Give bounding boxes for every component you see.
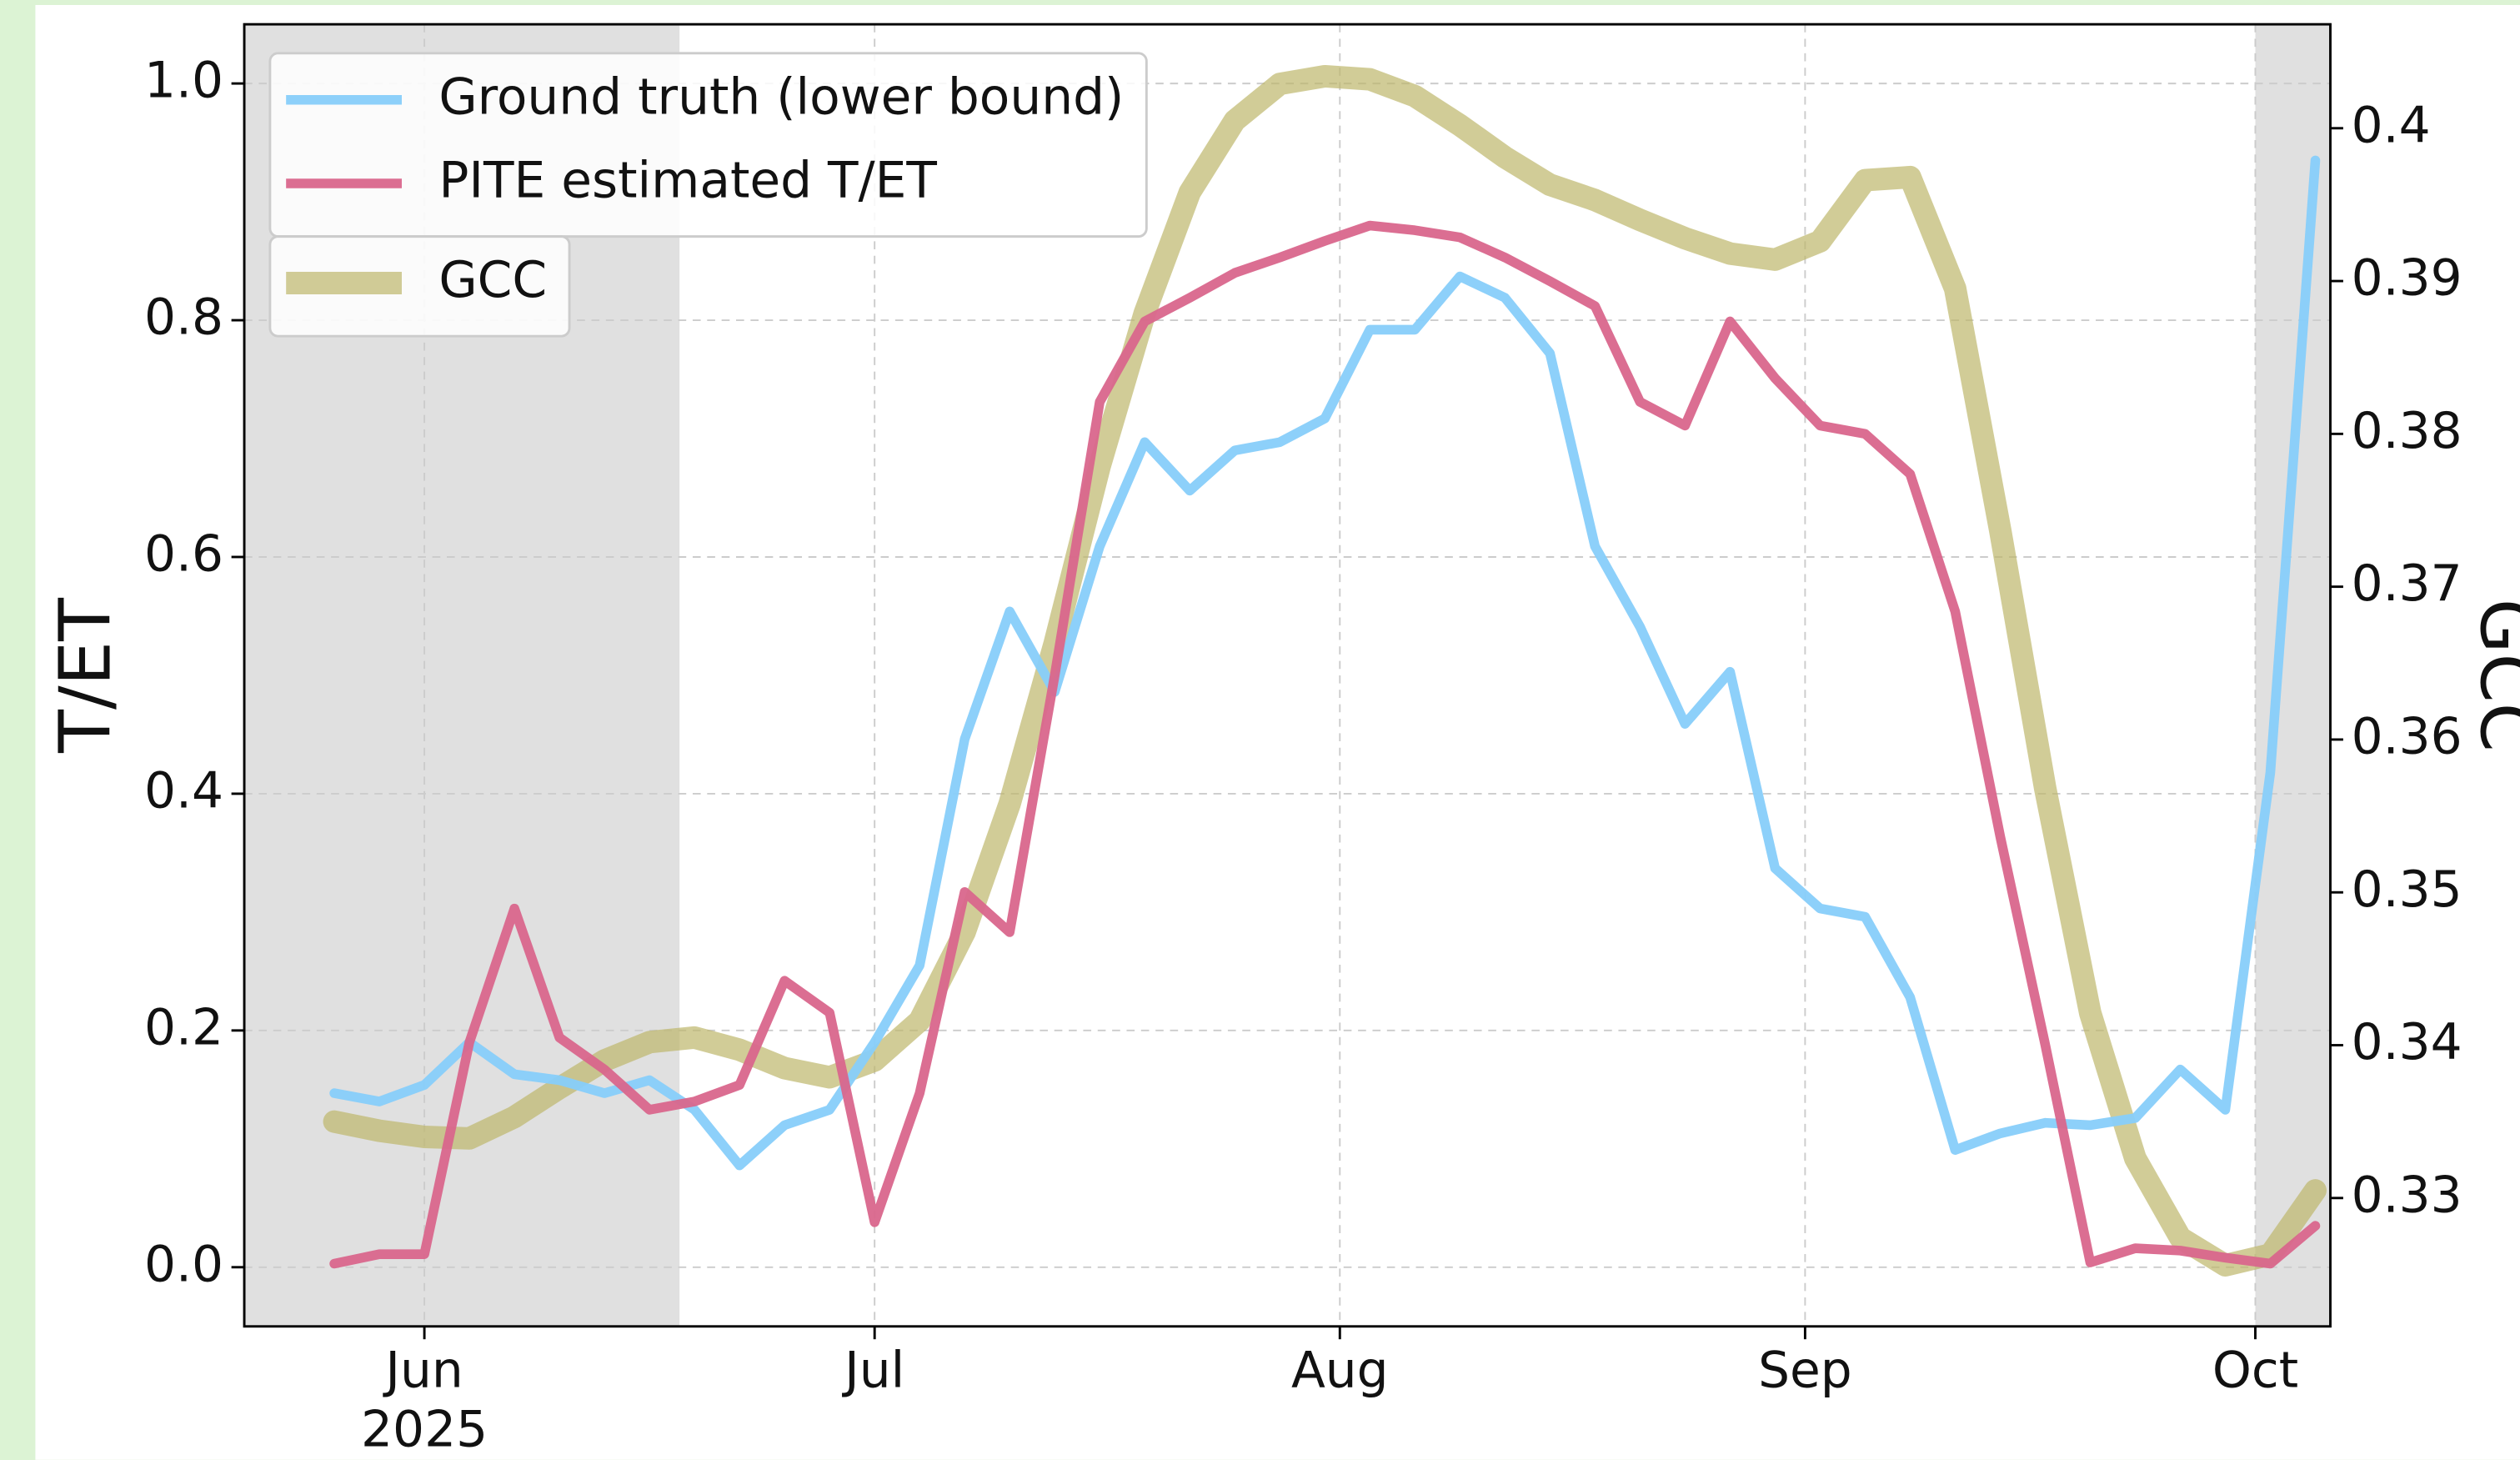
y-tick-label: 0.0 — [144, 1236, 223, 1293]
y2-tick-label: 0.4 — [2352, 97, 2431, 154]
y2-axis-label: GCC — [2463, 599, 2520, 752]
y2-tick-label: 0.38 — [2352, 403, 2462, 460]
x-tick-label: Oct — [2212, 1342, 2298, 1399]
x-year-label: 2025 — [361, 1402, 488, 1459]
x-tick-label: Jun — [382, 1342, 463, 1399]
y2-tick-label: 0.33 — [2352, 1166, 2462, 1224]
y-tick-label: 0.4 — [144, 763, 223, 820]
y2-tick-label: 0.37 — [2352, 555, 2462, 613]
y-tick-label: 1.0 — [144, 53, 223, 110]
y-tick-label: 0.2 — [144, 999, 223, 1056]
y-axis-label: T/ET — [44, 597, 127, 754]
y2-tick-label: 0.36 — [2352, 709, 2462, 766]
shaded-span — [2255, 24, 2331, 1327]
legend-label: PITE estimated T/ET — [438, 153, 937, 210]
legend-label: GCC — [438, 252, 547, 309]
line-series — [323, 64, 2327, 1277]
x-tick-label: Jul — [841, 1342, 904, 1399]
line-series — [329, 220, 2321, 1269]
legend-box — [268, 52, 1148, 238]
y2-tick-label: 0.35 — [2352, 861, 2462, 919]
line-series — [329, 155, 2321, 1171]
legend-label: Ground truth (lower bound) — [438, 68, 1124, 126]
x-tick-label: Sep — [1758, 1342, 1852, 1399]
y-tick-label: 0.8 — [144, 289, 223, 347]
y2-tick-label: 0.34 — [2352, 1014, 2462, 1071]
y2-tick-label: 0.39 — [2352, 250, 2462, 308]
y-tick-label: 0.6 — [144, 526, 223, 584]
plot-frame — [243, 23, 2332, 1328]
x-tick-label: Aug — [1291, 1342, 1389, 1399]
legend-box — [268, 235, 571, 338]
